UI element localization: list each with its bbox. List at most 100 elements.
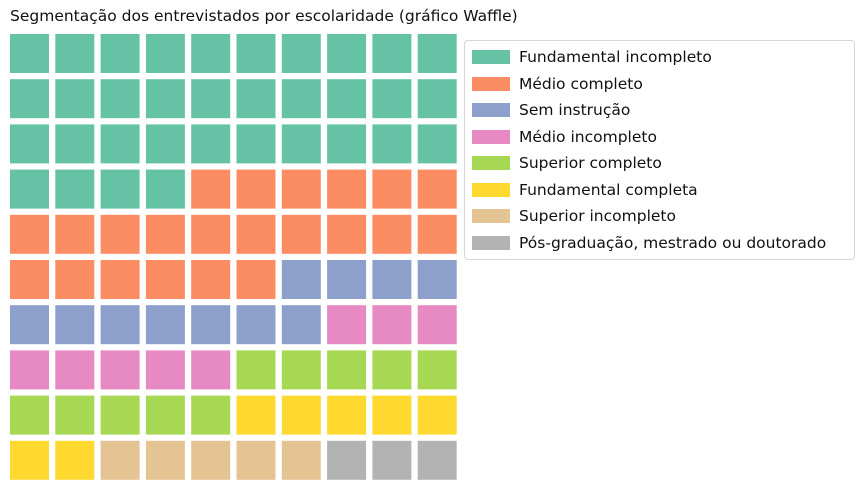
waffle-cell [327,395,367,435]
waffle-cell [417,34,457,73]
waffle-cell [372,260,412,299]
waffle-cell [145,305,185,345]
waffle-cell [327,124,367,164]
waffle-cell [372,305,412,345]
waffle-cell [10,395,49,435]
legend-swatch [472,209,510,223]
legend-label: Superior incompleto [519,207,676,225]
waffle-cell [145,214,185,254]
waffle-cell [10,350,49,390]
waffle-cell [145,260,185,299]
waffle-cell [55,214,95,254]
waffle-cell [100,350,140,390]
legend-swatch [472,129,510,144]
waffle-cell [281,440,321,480]
waffle-cell [281,124,321,164]
legend-label: Sem instrução [519,101,631,119]
waffle-cell [236,260,276,299]
waffle-cell [281,214,321,254]
waffle-cell [327,34,367,73]
legend-label: Superior completo [519,154,662,172]
waffle-cell [145,169,185,209]
waffle-cell [55,440,95,480]
waffle-cell [417,305,457,345]
waffle-cell [372,214,412,254]
waffle-cell [327,350,367,390]
waffle-cell [327,169,367,209]
waffle-cell [236,169,276,209]
waffle-cell [100,34,140,73]
waffle-cell [55,395,95,435]
waffle-cell [55,79,95,119]
waffle-cell [145,34,185,73]
waffle-cell [327,440,367,480]
waffle-cell [327,260,367,299]
waffle-cell [100,395,140,435]
waffle-cell [10,260,49,299]
waffle-cell [100,260,140,299]
waffle-cell [236,34,276,73]
waffle-cell [236,214,276,254]
waffle-cell [10,34,49,73]
waffle-cell [191,169,231,209]
waffle-cell [100,169,140,209]
legend-swatch [472,182,510,197]
waffle-cell [372,34,412,73]
waffle-cell [55,124,95,164]
legend-swatch [472,156,510,170]
waffle-cell [191,440,231,480]
waffle-cell [327,305,367,345]
waffle-cell [145,395,185,435]
waffle-cell [10,124,49,164]
waffle-cell [55,34,95,73]
waffle-cell [372,79,412,119]
waffle-cell [281,79,321,119]
waffle-cell [417,440,457,480]
waffle-cell [55,169,95,209]
waffle-cell [281,395,321,435]
waffle-cell [236,305,276,345]
waffle-cell [236,350,276,390]
legend-item: Sem instrução [472,100,630,120]
waffle-cell [236,395,276,435]
waffle-cell [281,34,321,73]
waffle-cell [191,260,231,299]
waffle-cell [55,350,95,390]
waffle-cell [417,260,457,299]
legend-swatch [472,103,510,117]
waffle-cell [281,260,321,299]
waffle-cell [327,79,367,119]
legend-label: Fundamental incompleto [519,48,712,66]
legend-label: Pós-graduação, mestrado ou doutorado [519,233,827,252]
waffle-cell [327,214,367,254]
legend-item: Médio completo [472,74,643,94]
waffle-cell [55,305,95,345]
legend-item: Superior completo [472,153,662,173]
waffle-cell [281,169,321,209]
waffle-cell [372,169,412,209]
legend-swatch [472,76,510,91]
waffle-cell [417,124,457,164]
waffle-cell [100,214,140,254]
chart-title: Segmentação dos entrevistados por escola… [10,7,518,25]
waffle-cell [236,124,276,164]
waffle-cell [10,305,49,345]
waffle-grid [10,34,457,480]
legend-item: Fundamental completa [472,180,698,200]
waffle-cell [10,214,49,254]
waffle-cell [281,350,321,390]
waffle-cell [372,124,412,164]
waffle-cell [100,79,140,119]
legend: Fundamental incompleto Médio completo Sem … [464,40,855,260]
legend-swatch [472,50,510,64]
waffle-cell [236,440,276,480]
waffle-cell [145,79,185,119]
waffle-cell [10,169,49,209]
waffle-cell [10,440,49,480]
waffle-cell [100,305,140,345]
waffle-cell [372,350,412,390]
waffle-cell [191,214,231,254]
waffle-cell [417,214,457,254]
waffle-cell [191,124,231,164]
legend-label: Fundamental completa [519,180,698,199]
